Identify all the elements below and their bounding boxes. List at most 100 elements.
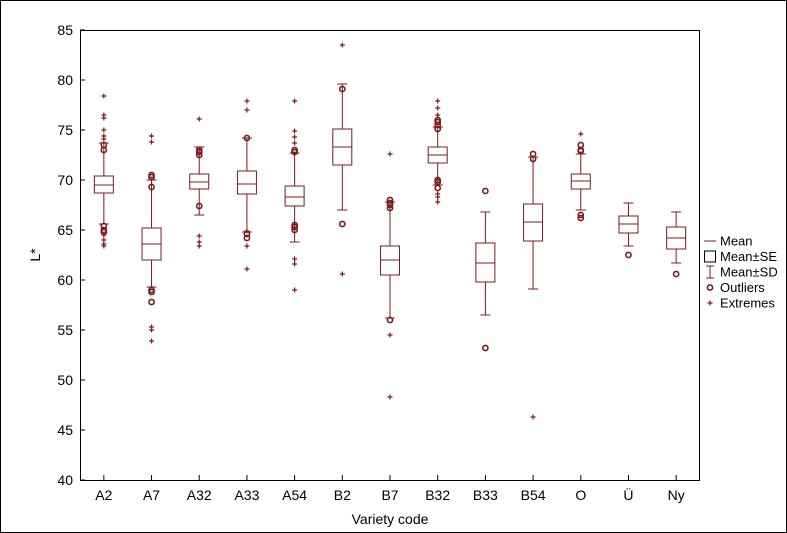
legend-item-mean: Mean — [704, 234, 753, 249]
outlier-point — [100, 222, 108, 230]
outlier-point — [625, 251, 632, 259]
legend-label: Mean — [720, 234, 753, 249]
outlier-point — [195, 148, 203, 156]
outlier-point — [338, 220, 346, 228]
legend-item-outlier: Outliers — [706, 280, 765, 295]
legend-label: Mean±SD — [720, 265, 778, 280]
extreme-point — [244, 228, 250, 234]
outlier-point — [148, 288, 155, 296]
extreme-point — [196, 243, 202, 249]
outlier-point — [195, 202, 203, 210]
extreme-point — [149, 327, 155, 333]
outlier-point — [291, 223, 299, 231]
extreme-point — [244, 266, 250, 272]
box-group-B32 — [427, 98, 448, 205]
outlier-point — [338, 85, 346, 93]
box-group-Ü — [618, 202, 639, 259]
extreme-point — [101, 136, 107, 142]
extreme-point — [387, 332, 393, 338]
outlier-point — [291, 148, 299, 156]
box-group-B54 — [523, 150, 544, 420]
se-box — [236, 170, 257, 195]
legend-item-sd: Mean±SD — [706, 265, 778, 280]
outlier-point — [529, 155, 537, 163]
outlier-point — [100, 146, 108, 154]
y-tick-label: 45 — [57, 422, 73, 438]
legend-outlier-symbol — [706, 284, 714, 291]
extreme-point — [530, 414, 536, 420]
box-group-A54 — [284, 98, 305, 293]
box-group-B33 — [475, 187, 496, 352]
extreme-point — [292, 134, 298, 140]
box-group-A2 — [93, 93, 114, 249]
x-tick-label: A32 — [187, 487, 212, 503]
outlier-point — [148, 171, 155, 179]
extreme-point — [101, 232, 107, 238]
x-axis: A2 A7 A32 A33 A54 B2 B7 B32 B33 B54 O Ü Ny — [95, 475, 685, 503]
extreme-point — [244, 243, 250, 249]
extreme-point — [435, 98, 441, 104]
x-tick-label: B32 — [425, 487, 450, 503]
extreme-point — [101, 243, 107, 249]
plot-frame — [80, 30, 700, 481]
outlier-point — [434, 178, 442, 186]
outlier-point — [481, 187, 489, 195]
extreme-point — [435, 199, 441, 205]
outlier-point — [243, 134, 251, 142]
legend-label: Extremes — [720, 296, 775, 311]
extreme-point — [244, 98, 250, 104]
box-group-A33 — [236, 98, 257, 272]
outlier-point — [386, 316, 394, 324]
legend-se-symbol — [704, 250, 716, 263]
x-tick-label: A2 — [95, 487, 112, 503]
extreme-point — [149, 133, 155, 139]
outlier-point — [434, 125, 442, 133]
y-tick-label: 70 — [57, 172, 73, 188]
box-group-A7 — [141, 133, 162, 344]
outlier-point — [148, 298, 155, 306]
outlier-point — [434, 118, 442, 126]
extreme-point — [435, 194, 441, 200]
legend-item-se: Mean±SE — [704, 249, 777, 264]
y-tick-label: 85 — [57, 22, 73, 38]
outlier-point — [434, 121, 442, 129]
legend-sd-symbol — [706, 265, 714, 279]
outlier-point — [577, 147, 585, 155]
x-tick-label: Ny — [668, 487, 685, 503]
box-group-B7 — [380, 151, 400, 400]
box-group-Ny — [666, 211, 687, 278]
extreme-point — [292, 261, 298, 267]
extreme-point — [196, 233, 202, 239]
x-tick-label: A33 — [234, 487, 259, 503]
y-tick-label: 55 — [57, 322, 73, 338]
legend-item-extreme: Extremes — [707, 296, 775, 311]
outlier-point — [386, 204, 394, 212]
outlier-point — [195, 151, 203, 159]
x-tick-label: Ü — [623, 486, 633, 503]
extreme-point — [292, 140, 298, 146]
extreme-point — [435, 112, 441, 118]
extreme-point — [292, 287, 298, 293]
outlier-point — [672, 270, 680, 278]
y-tick-label: 60 — [57, 272, 73, 288]
box-group-O — [570, 131, 591, 222]
extreme-point — [339, 42, 345, 48]
y-tick-label: 65 — [57, 222, 73, 238]
extreme-point — [101, 93, 107, 99]
extreme-point — [196, 116, 202, 122]
y-axis: 40 45 50 55 60 65 70 75 80 85 — [57, 22, 85, 488]
extreme-point — [101, 115, 107, 121]
y-tick-label: 75 — [57, 122, 73, 138]
box-group-A32 — [189, 116, 210, 249]
extreme-point — [292, 128, 298, 134]
extreme-point — [101, 127, 107, 133]
legend-label: Outliers — [720, 280, 765, 295]
extreme-point — [387, 394, 393, 400]
x-tick-label: A54 — [282, 487, 307, 503]
se-box — [284, 185, 305, 207]
outlier-point — [386, 201, 394, 209]
outlier-point — [243, 234, 251, 242]
x-tick-label: B54 — [521, 487, 546, 503]
